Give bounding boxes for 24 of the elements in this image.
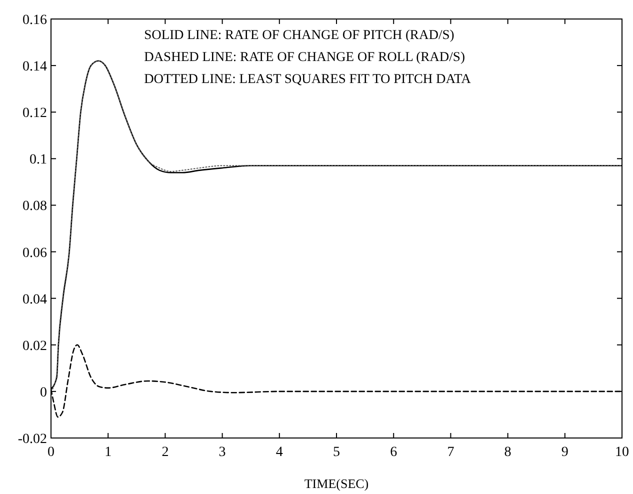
x-tick-label: 8: [504, 445, 512, 460]
y-tick-label: 0.12: [22, 106, 47, 122]
x-tick-label: 10: [615, 445, 629, 460]
x-axis-title: TIME(SEC): [304, 476, 369, 491]
y-tick-label: 0.14: [22, 60, 47, 75]
x-tick-label: 7: [447, 445, 454, 460]
x-tick-label: 1: [104, 445, 112, 460]
y-tick-label: -0.02: [18, 432, 47, 447]
annotation: SOLID LINE: RATE OF CHANGE OF PITCH (RAD/S): [144, 27, 454, 42]
y-tick-label: 0: [40, 385, 47, 400]
y-tick-label: 0.1: [30, 152, 47, 168]
x-tick-label: 4: [276, 445, 283, 460]
x-tick-label: 9: [561, 445, 568, 460]
x-tick-label: 3: [218, 445, 226, 460]
y-tick-label: 0.16: [22, 13, 47, 28]
y-tick-label: 0.08: [22, 199, 47, 214]
annotation: DASHED LINE: RATE OF CHANGE OF ROLL (RAD/S): [144, 49, 465, 64]
y-tick-label: 0.04: [22, 292, 47, 308]
x-tick-label: 5: [333, 445, 340, 460]
y-tick-label: 0.02: [22, 338, 47, 354]
y-tick-label: 0.06: [22, 246, 47, 261]
x-tick-label: 2: [162, 445, 169, 460]
annotation: DOTTED LINE: LEAST SQUARES FIT TO PITCH DATA: [144, 71, 472, 86]
x-tick-label: 6: [390, 445, 398, 460]
